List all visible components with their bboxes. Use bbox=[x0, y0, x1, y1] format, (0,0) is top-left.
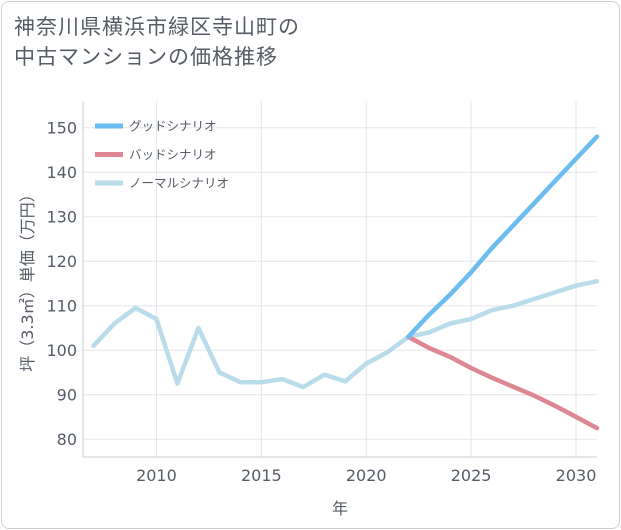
x-axis-ticks: 2010 2015 2020 2025 2030 bbox=[136, 466, 596, 485]
series-line-good bbox=[405, 134, 600, 340]
x-tick-label-2020: 2020 bbox=[346, 466, 387, 485]
y-tick-label-90: 90 bbox=[57, 386, 77, 405]
y-axis-label: 坪（3.3㎡）単価（万円） bbox=[18, 186, 37, 371]
x-tick-label-2030: 2030 bbox=[556, 466, 597, 485]
legend-label-good[interactable]: グッドシナリオ bbox=[129, 119, 217, 134]
y-tick-label-150: 150 bbox=[46, 119, 77, 138]
y-axis-ticks: 80 90 100 110 120 130 140 150 bbox=[46, 119, 77, 450]
y-tick-label-130: 130 bbox=[46, 208, 77, 227]
series-line-bad bbox=[405, 334, 600, 431]
legend-label-bad[interactable]: バッドシナリオ bbox=[129, 147, 217, 162]
y-tick-label-140: 140 bbox=[46, 163, 77, 182]
y-tick-label-120: 120 bbox=[46, 252, 77, 271]
plot-area-border bbox=[82, 101, 597, 458]
series-line-normal bbox=[91, 278, 600, 390]
x-axis-label: 年 bbox=[332, 499, 348, 518]
y-tick-label-100: 100 bbox=[46, 341, 77, 360]
y-tick-label-110: 110 bbox=[46, 297, 77, 316]
x-tick-label-2025: 2025 bbox=[451, 466, 492, 485]
chart-title-line-1: 神奈川県横浜市緑区寺山町の bbox=[14, 15, 300, 39]
x-tick-label-2010: 2010 bbox=[136, 466, 177, 485]
chart-title-line-2: 中古マンションの価格推移 bbox=[14, 45, 278, 69]
x-tick-label-2015: 2015 bbox=[241, 466, 282, 485]
chart-title: 神奈川県横浜市緑区寺山町の 中古マンションの価格推移 bbox=[14, 12, 434, 72]
y-tick-label-80: 80 bbox=[57, 430, 77, 449]
series-lines bbox=[91, 134, 600, 431]
legend-label-normal[interactable]: ノーマルシナリオ bbox=[129, 176, 229, 191]
